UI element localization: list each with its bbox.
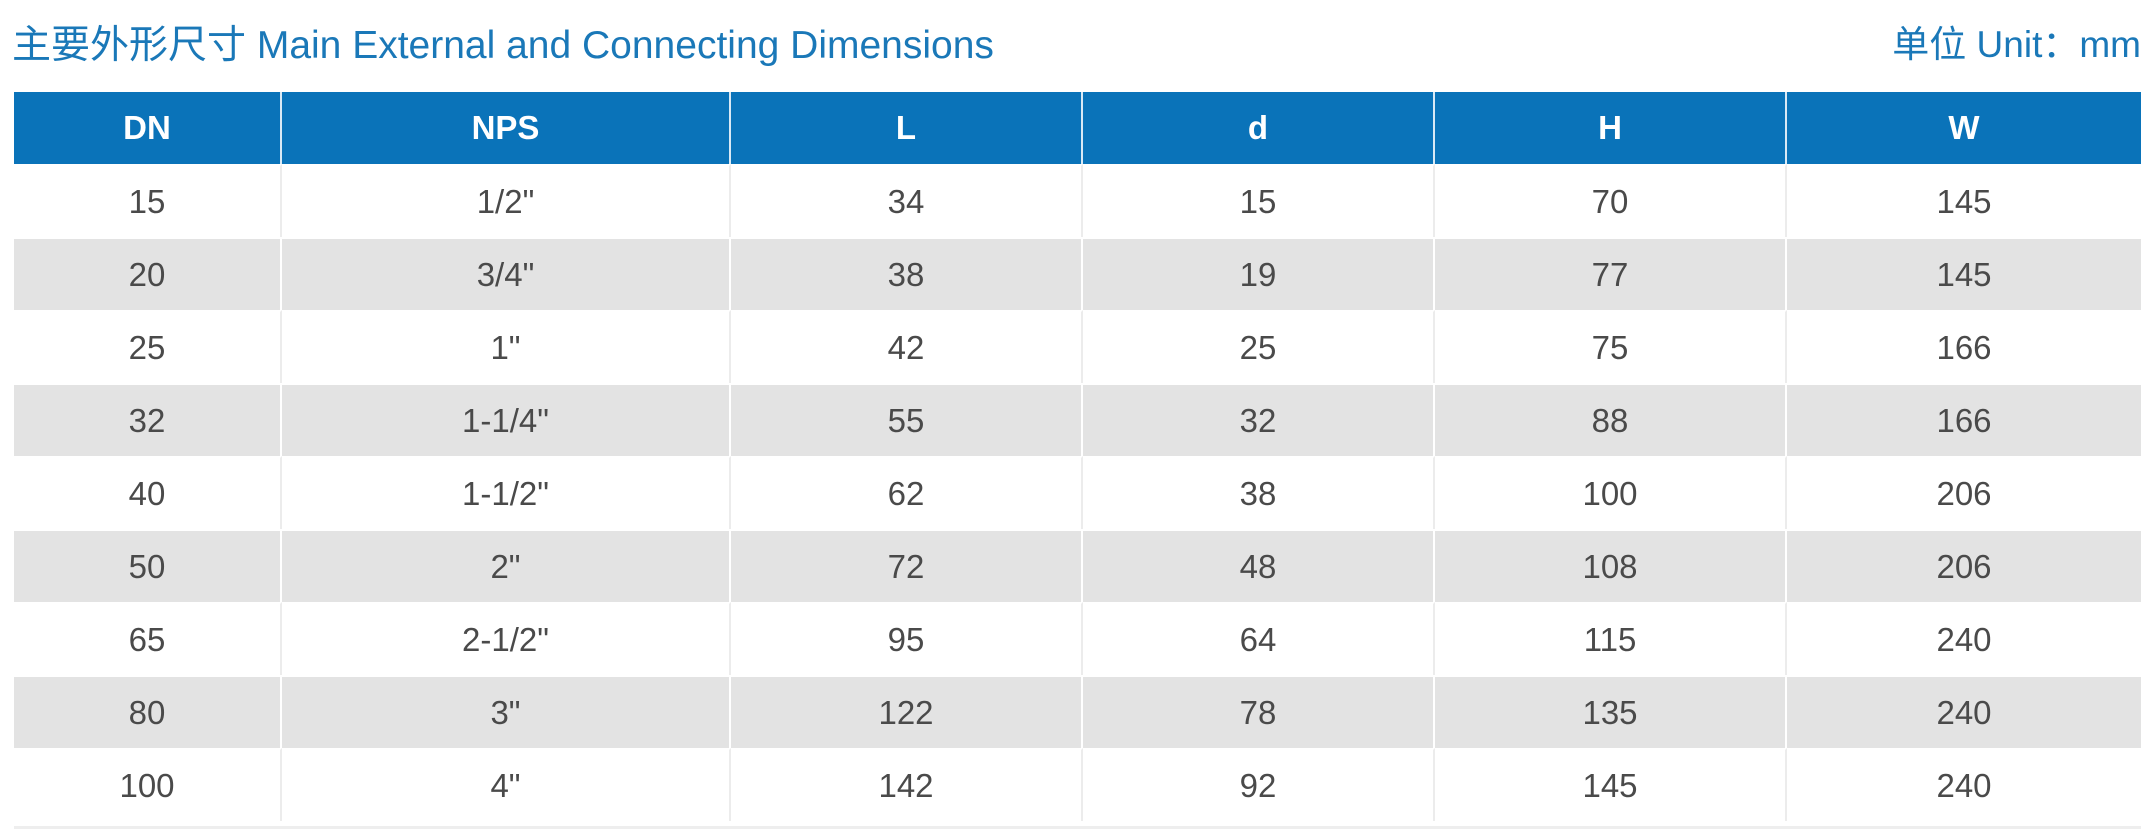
cell-l: 55 (731, 383, 1083, 456)
column-header-w: W (1787, 92, 2141, 164)
dimensions-table: DN NPS L d H W 15 1/2" 34 15 70 145 20 3… (14, 92, 2141, 821)
cell-nps: 2" (282, 529, 731, 602)
cell-nps: 1" (282, 310, 731, 383)
table-row: 32 1-1/4" 55 32 88 166 (14, 383, 2141, 456)
table-row: 15 1/2" 34 15 70 145 (14, 164, 2141, 237)
cell-h: 100 (1435, 456, 1787, 529)
cell-w: 206 (1787, 456, 2141, 529)
cell-d: 32 (1083, 383, 1435, 456)
page-title: 主要外形尺寸 Main External and Connecting Dime… (12, 24, 994, 67)
cell-w: 240 (1787, 748, 2141, 821)
cell-h: 115 (1435, 602, 1787, 675)
cell-l: 38 (731, 237, 1083, 310)
column-header-dn: DN (14, 92, 282, 164)
cell-l: 62 (731, 456, 1083, 529)
cell-l: 72 (731, 529, 1083, 602)
cell-l: 34 (731, 164, 1083, 237)
cell-h: 108 (1435, 529, 1787, 602)
cell-h: 77 (1435, 237, 1787, 310)
cell-w: 240 (1787, 602, 2141, 675)
column-header-nps: NPS (282, 92, 731, 164)
cell-h: 88 (1435, 383, 1787, 456)
cell-dn: 80 (14, 675, 282, 748)
table-row: 40 1-1/2" 62 38 100 206 (14, 456, 2141, 529)
cell-nps: 1-1/4" (282, 383, 731, 456)
column-header-h: H (1435, 92, 1787, 164)
cell-dn: 15 (14, 164, 282, 237)
cell-dn: 100 (14, 748, 282, 821)
cell-l: 122 (731, 675, 1083, 748)
cell-w: 166 (1787, 383, 2141, 456)
cell-w: 240 (1787, 675, 2141, 748)
table-row: 50 2" 72 48 108 206 (14, 529, 2141, 602)
bottom-divider (14, 826, 2141, 829)
table-row: 65 2-1/2" 95 64 115 240 (14, 602, 2141, 675)
cell-nps: 1-1/2" (282, 456, 731, 529)
table-row: 20 3/4" 38 19 77 145 (14, 237, 2141, 310)
cell-h: 145 (1435, 748, 1787, 821)
cell-w: 166 (1787, 310, 2141, 383)
cell-d: 19 (1083, 237, 1435, 310)
header-row: DN NPS L d H W (14, 92, 2141, 164)
cell-l: 42 (731, 310, 1083, 383)
cell-h: 135 (1435, 675, 1787, 748)
cell-w: 145 (1787, 164, 2141, 237)
cell-w: 206 (1787, 529, 2141, 602)
table-header: DN NPS L d H W (14, 92, 2141, 164)
cell-d: 15 (1083, 164, 1435, 237)
table-row: 80 3" 122 78 135 240 (14, 675, 2141, 748)
table-row: 100 4" 142 92 145 240 (14, 748, 2141, 821)
cell-d: 92 (1083, 748, 1435, 821)
table-body: 15 1/2" 34 15 70 145 20 3/4" 38 19 77 14… (14, 164, 2141, 821)
column-header-l: L (731, 92, 1083, 164)
cell-dn: 32 (14, 383, 282, 456)
cell-dn: 50 (14, 529, 282, 602)
cell-d: 64 (1083, 602, 1435, 675)
unit-label: 单位 Unit：mm (1892, 24, 2141, 65)
cell-nps: 3/4" (282, 237, 731, 310)
cell-nps: 2-1/2" (282, 602, 731, 675)
cell-h: 70 (1435, 164, 1787, 237)
cell-nps: 1/2" (282, 164, 731, 237)
title-bar: 主要外形尺寸 Main External and Connecting Dime… (0, 0, 2155, 90)
cell-w: 145 (1787, 237, 2141, 310)
column-header-d: d (1083, 92, 1435, 164)
cell-h: 75 (1435, 310, 1787, 383)
cell-dn: 40 (14, 456, 282, 529)
cell-dn: 65 (14, 602, 282, 675)
table-row: 25 1" 42 25 75 166 (14, 310, 2141, 383)
cell-l: 142 (731, 748, 1083, 821)
cell-dn: 25 (14, 310, 282, 383)
cell-nps: 3" (282, 675, 731, 748)
cell-nps: 4" (282, 748, 731, 821)
cell-d: 38 (1083, 456, 1435, 529)
cell-l: 95 (731, 602, 1083, 675)
cell-d: 48 (1083, 529, 1435, 602)
cell-dn: 20 (14, 237, 282, 310)
cell-d: 78 (1083, 675, 1435, 748)
cell-d: 25 (1083, 310, 1435, 383)
